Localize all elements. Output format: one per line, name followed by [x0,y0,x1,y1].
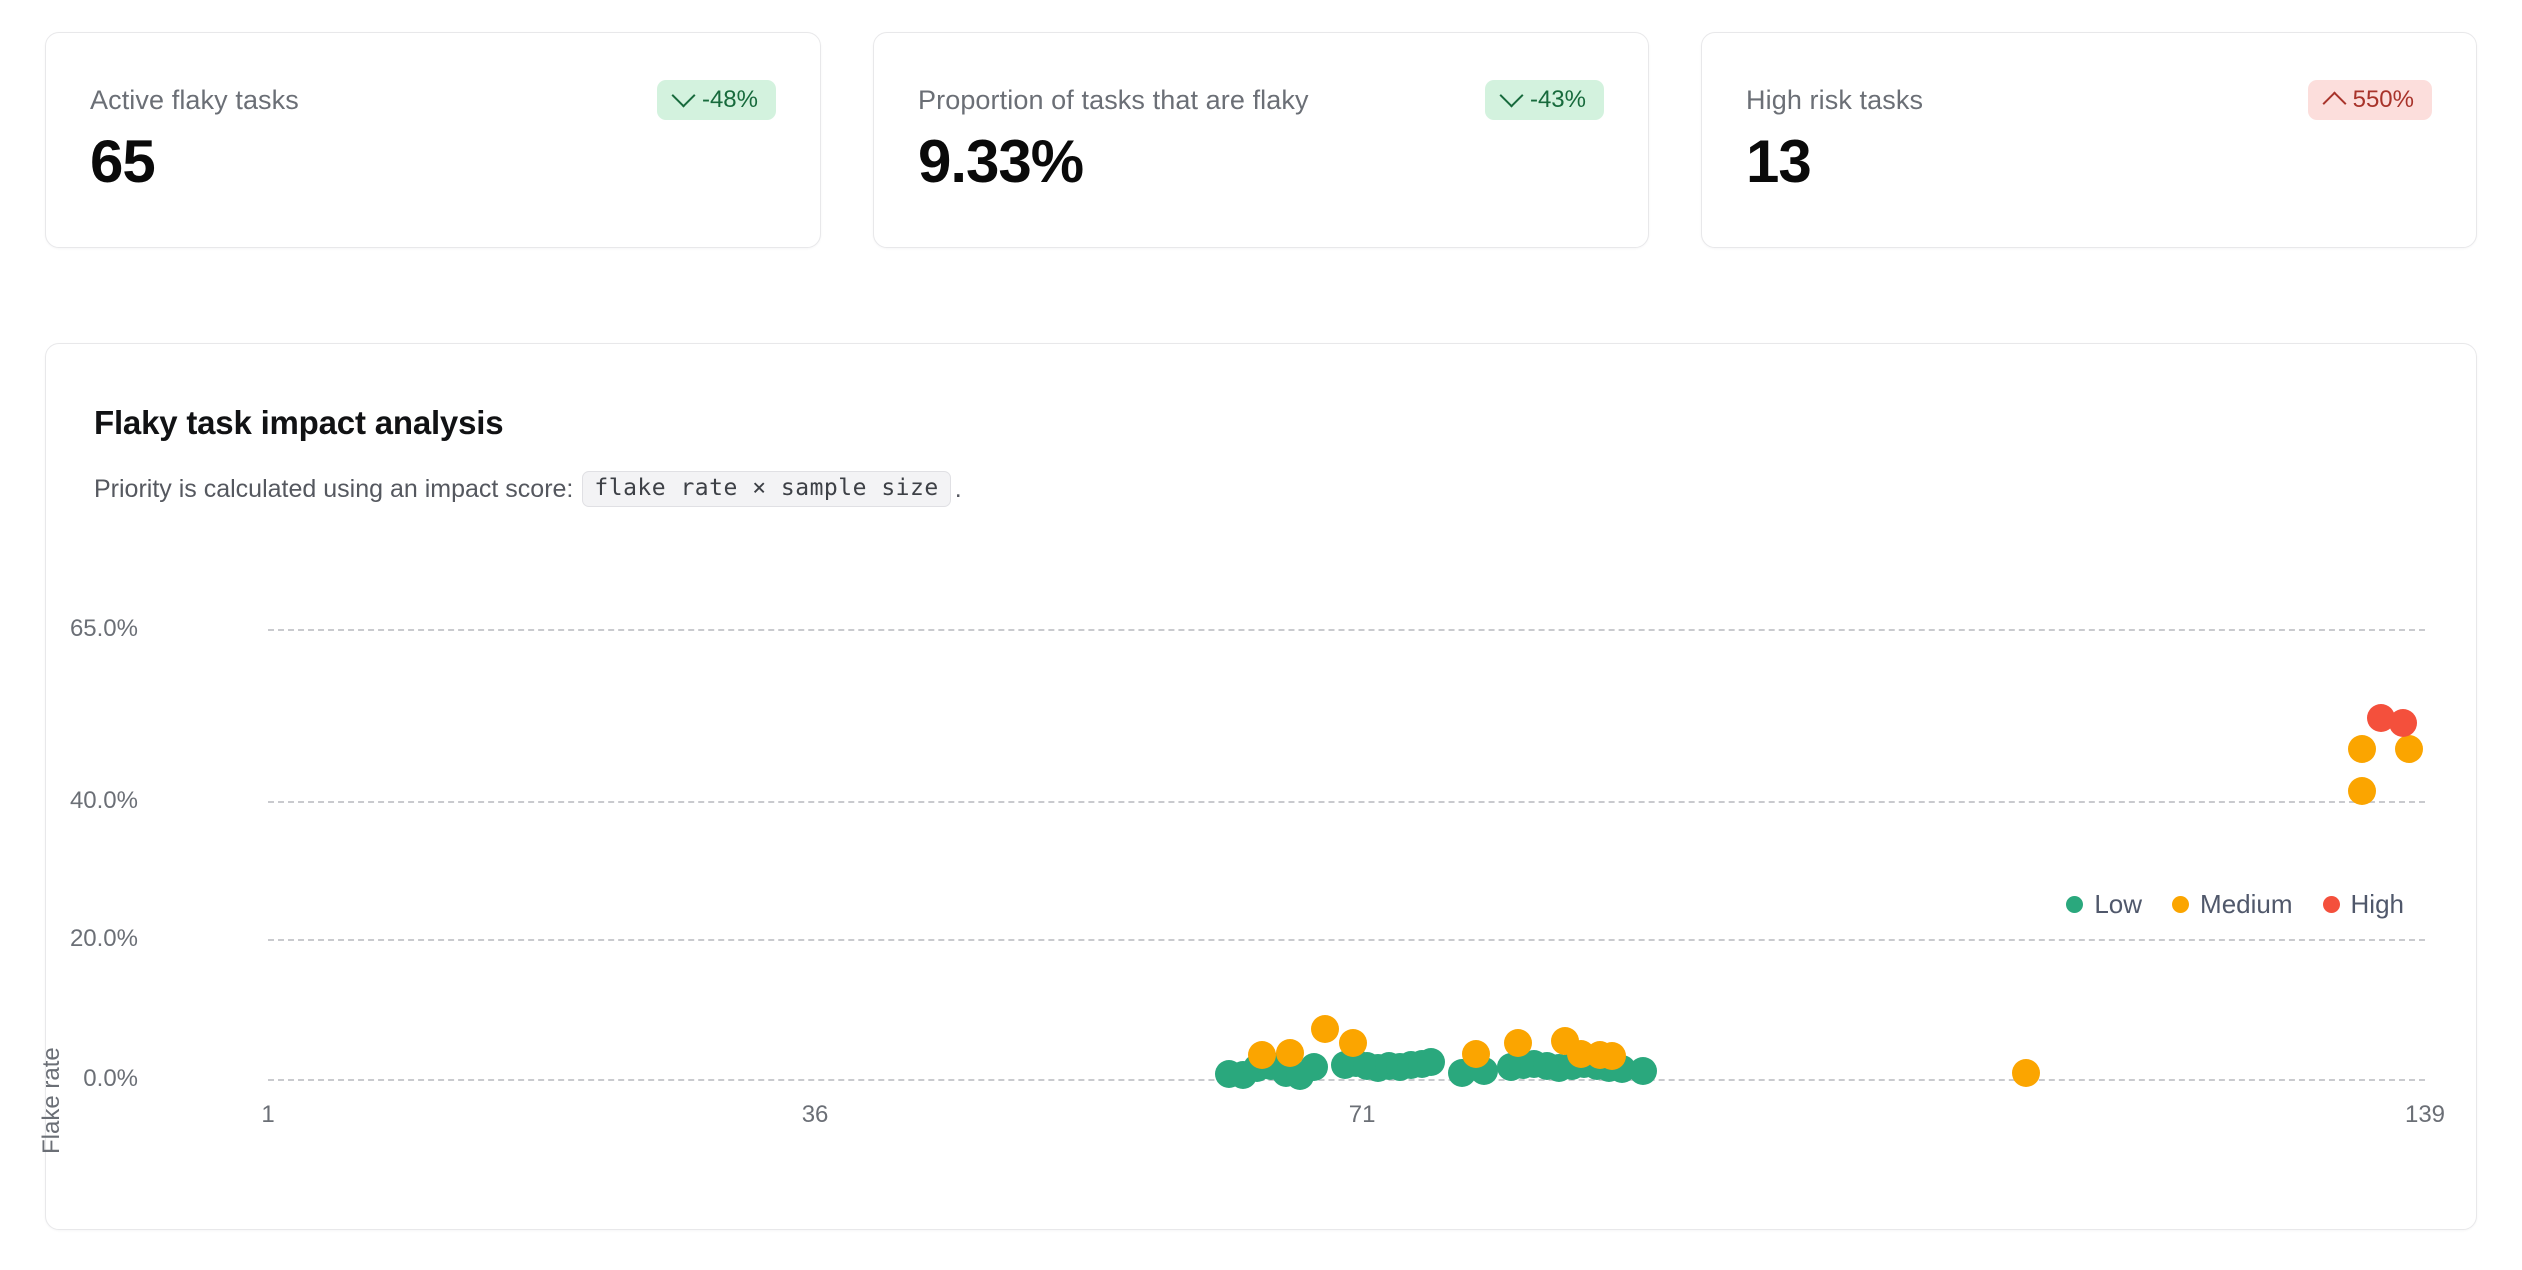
scatter-point-low[interactable] [1341,1048,1370,1077]
scatter-point-low[interactable] [1416,1048,1445,1077]
legend-label: High [2350,889,2404,919]
scatter-point-low[interactable] [1570,1050,1599,1079]
scatter-point-low[interactable] [1299,1053,1328,1082]
legend-label: Medium [2200,889,2293,919]
scatter-point-low[interactable] [1407,1049,1436,1078]
stat-card-header: High risk tasks 550% [1746,79,2432,121]
gridline [268,629,2425,631]
y-axis-title: Flake rate [38,1047,65,1154]
y-axis-tick-label: 65.0% [69,615,138,642]
stat-card-high-risk-tasks[interactable]: High risk tasks 550% 13 [1701,32,2477,248]
stat-card-proportion-flaky[interactable]: Proportion of tasks that are flaky -43% … [873,32,1649,248]
legend-item-low[interactable]: Low [2066,889,2142,920]
x-axis-tick-label: 71 [1348,1101,1376,1128]
stat-card-value: 9.33% [918,128,1084,195]
legend-item-high[interactable]: High [2322,889,2404,920]
scatter-point-medium[interactable] [1504,1028,1533,1057]
stat-card-value: 65 [90,128,156,195]
status-badge: 550% [2307,80,2432,120]
flaky-impact-chart-card: Flaky task impact analysis Priority is c… [38,343,2477,1230]
scatter-point-low[interactable] [1607,1055,1636,1084]
status-badge-value: 550% [2352,86,2414,113]
legend-item-medium[interactable]: Medium [2172,889,2293,920]
chart-description: Priority is calculated using an impact s… [94,471,962,507]
scatter-point-high[interactable] [2389,709,2418,738]
scatter-point-low[interactable] [1595,1053,1624,1082]
status-badge: -48% [656,80,776,120]
chart-description-prefix: Priority is calculated using an impact s… [94,474,574,503]
scatter-point-medium[interactable] [1338,1028,1367,1057]
scatter-point-low[interactable] [1215,1060,1244,1089]
scatter-point-medium[interactable] [1462,1039,1491,1068]
gridline [268,1079,2425,1081]
scatter-point-low[interactable] [1396,1051,1425,1079]
scatter-point-low[interactable] [1243,1053,1272,1082]
gridline [268,939,2425,941]
stat-card-active-flaky-tasks[interactable]: Active flaky tasks -48% 65 [45,32,821,248]
scatter-point-low[interactable] [1352,1051,1381,1080]
x-axis-tick-label: 36 [801,1101,829,1128]
status-badge-value: -48% [701,86,758,113]
scatter-point-low[interactable] [1363,1053,1392,1082]
scatter-point-high[interactable] [2367,704,2396,733]
scatter-point-low[interactable] [1557,1051,1586,1080]
scatter-point-low[interactable] [1509,1051,1538,1079]
stat-card-value: 13 [1746,128,1812,195]
scatter-point-low[interactable] [1229,1060,1258,1089]
stat-cards-row: Active flaky tasks -48% 65 Proportion of… [45,32,2477,248]
scatter-point-low[interactable] [1285,1061,1314,1090]
scatter-point-low[interactable] [1545,1053,1574,1082]
stat-card-label: Active flaky tasks [90,84,299,115]
chevron-down-icon [1499,82,1524,108]
scatter-point-medium[interactable] [1310,1015,1339,1044]
legend-label: Low [2094,889,2143,919]
page-title: Flaky task impact analysis [94,404,504,441]
scatter-point-medium[interactable] [2395,735,2424,764]
scatter-point-medium[interactable] [1551,1026,1580,1055]
scatter-point-medium[interactable] [1585,1041,1614,1070]
scatter-point-medium[interactable] [1276,1039,1305,1068]
scatter-point-medium[interactable] [2012,1058,2041,1087]
scatter-point-medium[interactable] [1566,1039,1595,1068]
chevron-down-icon [671,82,696,108]
status-badge: -43% [1484,80,1604,120]
legend-dot-medium-icon [2172,896,2190,913]
chart-legend: Low Medium High [2066,889,2404,920]
scatter-point-low[interactable] [1520,1050,1549,1079]
stat-card-label: High risk tasks [1746,84,1924,115]
scatter-point-medium[interactable] [1598,1041,1627,1070]
scatter-point-low[interactable] [1496,1053,1525,1082]
scatter-point-low[interactable] [1629,1056,1658,1085]
y-axis-tick-label: 20.0% [69,925,138,952]
scatter-point-medium[interactable] [2348,776,2377,805]
y-axis-tick-label: 40.0% [69,787,138,814]
scatter-point-low[interactable] [1257,1051,1286,1080]
legend-dot-high-icon [2322,896,2340,913]
chart-description-suffix: . [954,474,962,503]
scatter-point-low[interactable] [1330,1051,1359,1079]
x-axis-tick-label: 1 [261,1101,275,1128]
status-badge-value: -43% [1529,86,1586,113]
scatter-point-low[interactable] [1374,1052,1403,1081]
legend-dot-low-icon [2066,896,2084,913]
y-axis-tick-label: 0.0% [83,1065,138,1092]
stat-card-header: Active flaky tasks -48% [90,79,776,121]
gridline [268,801,2425,803]
scatter-point-low[interactable] [1448,1058,1477,1087]
scatter-point-low[interactable] [1582,1052,1611,1081]
scatter-point-low[interactable] [1470,1056,1499,1085]
chevron-up-icon [2322,90,2347,116]
impact-score-formula-chip: flake rate × sample size [582,471,951,507]
scatter-point-low[interactable] [1532,1052,1561,1081]
scatter-point-low[interactable] [1271,1059,1300,1088]
stat-card-header: Proportion of tasks that are flaky -43% [918,79,1604,121]
scatter-point-low[interactable] [1385,1053,1414,1082]
scatter-point-medium[interactable] [2348,735,2377,764]
x-axis-tick-label: 139 [2404,1101,2446,1128]
scatter-point-medium[interactable] [1248,1040,1277,1069]
stat-card-label: Proportion of tasks that are flaky [918,84,1309,115]
